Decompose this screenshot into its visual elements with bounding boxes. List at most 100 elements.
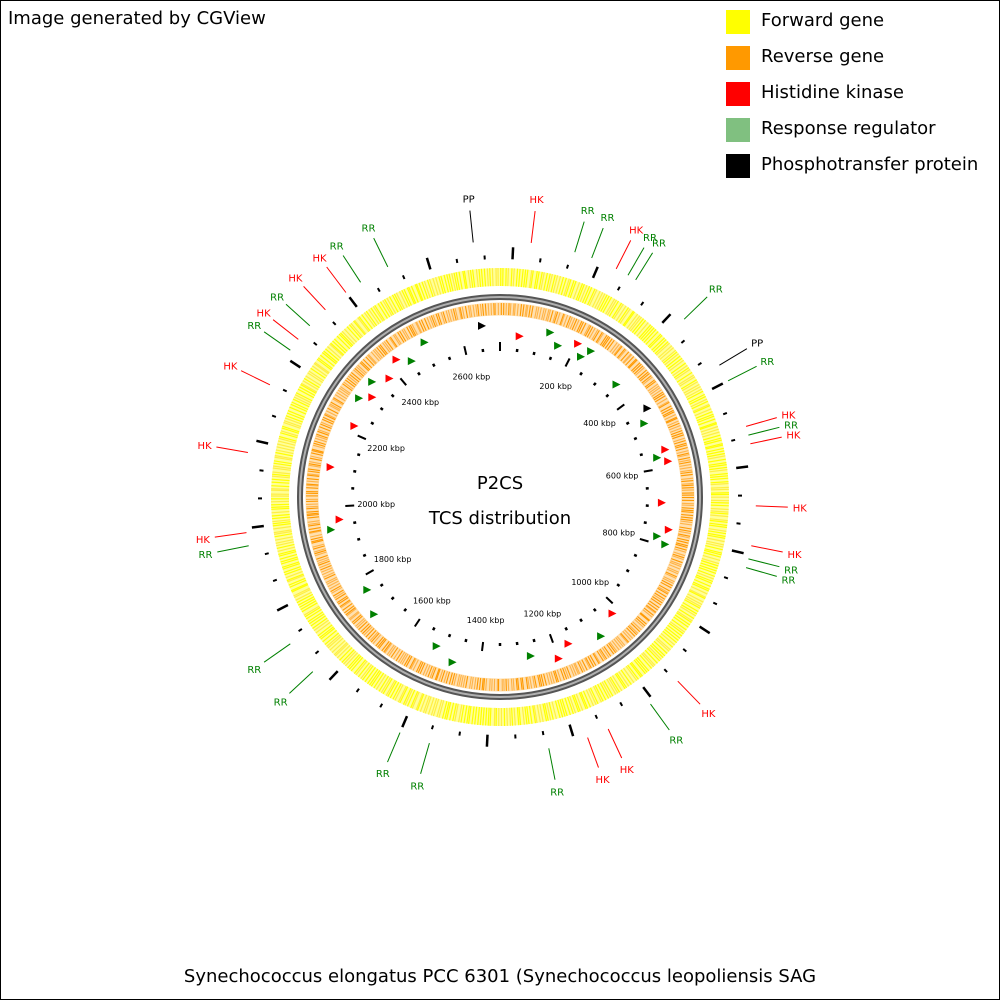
forward-gene-mark	[401, 289, 411, 307]
callout-line	[272, 319, 299, 340]
reverse-gene-mark	[308, 463, 321, 467]
scale-tick	[399, 377, 407, 386]
forward-gene-mark	[524, 706, 528, 725]
reverse-gene-mark	[313, 442, 326, 448]
forward-gene-mark	[290, 582, 308, 592]
reverse-gene-mark	[677, 453, 690, 458]
forward-gene-mark	[693, 578, 711, 588]
reverse-gene-mark	[307, 473, 320, 476]
reverse-gene-mark	[515, 678, 518, 691]
forward-gene-mark	[485, 707, 488, 726]
hk-marker	[326, 463, 335, 472]
forward-gene-mark	[353, 659, 367, 674]
reverse-gene-mark	[680, 469, 693, 473]
scale-label: 200 kbp	[539, 382, 572, 391]
forward-gene-mark	[564, 279, 572, 297]
outer-tick	[568, 724, 575, 737]
forward-gene-mark	[699, 423, 718, 430]
forward-gene-mark	[613, 303, 624, 320]
forward-gene-mark	[564, 697, 571, 716]
reverse-gene-mark	[592, 653, 600, 665]
forward-gene-mark	[668, 622, 684, 635]
rr-marker	[370, 610, 379, 619]
forward-gene-mark	[428, 278, 436, 297]
rr-marker	[432, 642, 441, 651]
forward-gene-mark	[594, 685, 604, 702]
forward-gene-mark	[615, 305, 627, 322]
reverse-gene-mark	[378, 345, 387, 356]
forward-gene-mark	[273, 462, 292, 467]
reverse-gene-mark	[434, 668, 440, 681]
reverse-gene-mark	[342, 383, 353, 392]
reverse-gene-mark	[337, 595, 348, 604]
forward-gene-mark	[658, 345, 673, 359]
forward-gene-mark	[533, 705, 538, 724]
reverse-gene-mark	[440, 670, 446, 683]
forward-gene-mark	[682, 601, 699, 613]
forward-gene-mark	[546, 702, 552, 721]
reverse-gene-mark	[445, 310, 450, 323]
forward-gene-mark	[273, 460, 292, 465]
reverse-gene-mark	[351, 614, 362, 623]
reverse-gene-mark	[576, 320, 583, 333]
callout-label-pp: PP	[463, 195, 475, 206]
forward-gene-mark	[321, 352, 337, 365]
forward-gene-mark	[271, 475, 290, 479]
reverse-gene-mark	[329, 403, 341, 411]
forward-gene-mark	[317, 357, 333, 370]
callout-label-rr: RR	[550, 788, 564, 799]
forward-gene-mark	[357, 662, 370, 678]
reverse-gene-mark	[556, 669, 562, 682]
callout-line	[574, 221, 585, 253]
reverse-gene-mark	[362, 624, 372, 635]
forward-gene-mark	[367, 668, 379, 685]
forward-gene-mark	[638, 324, 652, 339]
forward-gene-mark	[449, 702, 455, 721]
reverse-gene-mark	[678, 456, 691, 461]
forward-gene-mark	[329, 343, 344, 357]
forward-gene-mark	[582, 690, 592, 708]
reverse-gene-mark	[680, 522, 693, 526]
reverse-gene-mark	[652, 596, 663, 604]
scale-tick	[643, 469, 653, 473]
reverse-gene-mark	[378, 638, 387, 649]
outer-tick	[298, 628, 303, 633]
callout-label-hk: HK	[196, 535, 211, 546]
scale-label: 1400 kbp	[467, 616, 505, 625]
reverse-gene-mark	[334, 591, 345, 599]
reverse-gene-mark	[611, 343, 620, 354]
reverse-gene-mark	[372, 634, 382, 644]
forward-gene-mark	[608, 677, 619, 694]
reverse-gene-mark	[599, 648, 608, 660]
forward-gene-mark	[641, 652, 655, 668]
forward-gene-mark	[709, 519, 728, 523]
reverse-gene-mark	[377, 637, 386, 648]
forward-gene-mark	[561, 698, 568, 717]
forward-gene-mark	[308, 613, 325, 625]
reverse-gene-mark	[324, 573, 336, 580]
reverse-gene-mark	[316, 433, 328, 439]
forward-gene-mark	[627, 664, 639, 680]
forward-gene-mark	[307, 372, 324, 384]
reverse-gene-mark	[552, 670, 558, 683]
reverse-gene-mark	[632, 363, 642, 373]
reverse-gene-mark	[529, 676, 533, 689]
reverse-gene-mark	[604, 338, 613, 349]
reverse-gene-mark	[410, 658, 417, 670]
reverse-gene-mark	[484, 303, 487, 316]
reverse-gene-mark	[628, 359, 638, 369]
forward-gene-mark	[408, 286, 417, 304]
scale-tick	[592, 607, 597, 612]
forward-gene-mark	[319, 626, 334, 639]
forward-gene-mark	[277, 440, 296, 446]
tcs-marker-ring	[326, 321, 673, 667]
callout-label-rr: RR	[376, 769, 390, 780]
forward-gene-mark	[700, 425, 719, 433]
forward-gene-mark	[341, 649, 355, 664]
forward-gene-mark	[696, 572, 715, 580]
forward-gene-mark	[710, 510, 729, 513]
reverse-gene-mark	[541, 307, 545, 320]
forward-gene-mark	[573, 694, 581, 712]
forward-gene-mark	[385, 679, 396, 696]
forward-gene-mark	[511, 707, 514, 726]
